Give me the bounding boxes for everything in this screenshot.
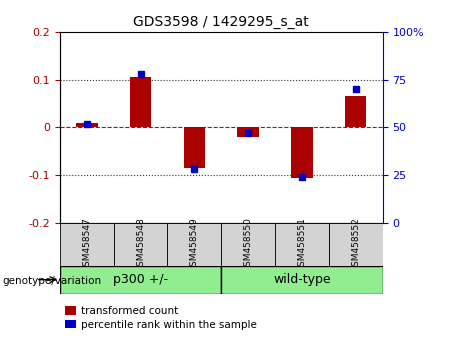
Text: GSM458552: GSM458552 <box>351 217 360 272</box>
Bar <box>291 127 313 178</box>
Bar <box>183 127 205 168</box>
Bar <box>221 266 383 294</box>
Text: GSM458548: GSM458548 <box>136 217 145 272</box>
Bar <box>237 127 259 137</box>
Bar <box>130 77 151 127</box>
Text: GSM458550: GSM458550 <box>244 217 253 272</box>
Bar <box>275 223 329 266</box>
Bar <box>76 123 98 127</box>
Legend: transformed count, percentile rank within the sample: transformed count, percentile rank withi… <box>65 306 257 330</box>
Text: genotype/variation: genotype/variation <box>2 276 101 286</box>
Title: GDS3598 / 1429295_s_at: GDS3598 / 1429295_s_at <box>133 16 309 29</box>
Text: GSM458551: GSM458551 <box>297 217 307 272</box>
Text: p300 +/-: p300 +/- <box>113 273 168 286</box>
Text: GSM458547: GSM458547 <box>83 217 91 272</box>
Text: wild-type: wild-type <box>273 273 331 286</box>
Bar <box>60 223 114 266</box>
Bar <box>345 96 366 127</box>
Bar <box>329 223 383 266</box>
Bar <box>221 223 275 266</box>
Bar <box>60 266 221 294</box>
Text: GSM458549: GSM458549 <box>190 217 199 272</box>
Bar <box>114 223 167 266</box>
Bar <box>167 223 221 266</box>
